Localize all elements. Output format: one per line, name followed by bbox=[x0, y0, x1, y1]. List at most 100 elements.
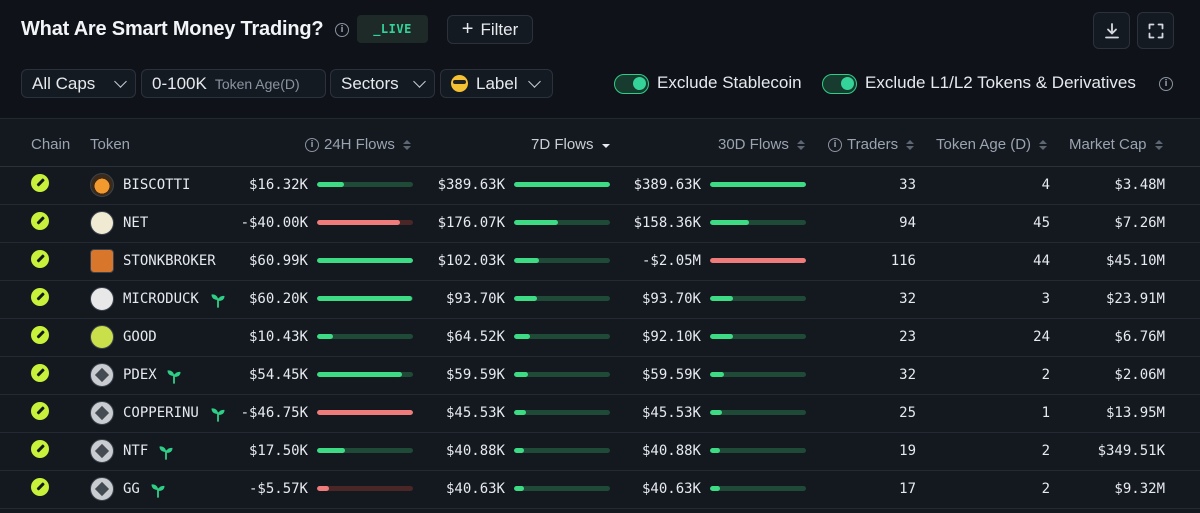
flow-24h-bar-fill bbox=[317, 448, 345, 453]
solana-chain-icon bbox=[31, 174, 49, 192]
token-symbol[interactable]: NET bbox=[123, 215, 149, 231]
info-icon[interactable]: i bbox=[305, 137, 319, 152]
flow-7d-bar bbox=[514, 182, 610, 187]
token-age-value: 3 bbox=[1041, 291, 1050, 307]
token-symbol[interactable]: NTF bbox=[123, 443, 149, 459]
table-row[interactable]: GOOD $10.43K $64.52K $92.10K 23 24 $6.76M bbox=[0, 319, 1200, 357]
generic-token-icon bbox=[90, 401, 114, 425]
col-chain-label: Chain bbox=[31, 136, 71, 153]
token-age-filter[interactable]: 0-100K Token Age(D) bbox=[141, 69, 326, 98]
exclude-stablecoin-label: Exclude Stablecoin bbox=[657, 73, 802, 92]
token-symbol[interactable]: GG bbox=[123, 481, 140, 497]
market-cap-value: $2.06M bbox=[1114, 367, 1165, 383]
token-symbol[interactable]: MICRODUCK bbox=[123, 291, 199, 307]
sort-icon bbox=[796, 139, 805, 150]
info-icon[interactable]: i bbox=[1159, 77, 1173, 91]
exclude-l1l2-label: Exclude L1/L2 Tokens & Derivatives bbox=[865, 73, 1136, 92]
flow-24h-bar-fill bbox=[317, 372, 403, 377]
sort-icon bbox=[1154, 139, 1163, 150]
traders-value: 32 bbox=[899, 291, 916, 307]
flow-30d-value: $40.88K bbox=[641, 443, 701, 459]
flow-7d-bar-fill bbox=[514, 486, 524, 491]
flow-24h-bar bbox=[317, 334, 413, 339]
flow-30d-bar-fill bbox=[710, 372, 725, 377]
biscotti-logo-icon bbox=[90, 173, 114, 197]
label-dropdown[interactable]: Label bbox=[440, 69, 553, 98]
traders-value: 25 bbox=[899, 405, 916, 421]
col-traders-label: Traders bbox=[847, 136, 899, 153]
table-row[interactable]: STONKBROKER $60.99K $102.03K -$2.05M 116 44 $4… bbox=[0, 243, 1200, 281]
info-icon[interactable]: i bbox=[828, 137, 842, 152]
flow-7d-bar-fill bbox=[514, 372, 529, 377]
flow-30d-bar-fill bbox=[710, 448, 720, 453]
table-row[interactable]: COPPERINU -$46.75K $45.53K $45.53K 25 1 $13.95… bbox=[0, 395, 1200, 433]
flow-30d-bar bbox=[710, 220, 806, 225]
flow-24h-value: -$5.57K bbox=[248, 481, 308, 497]
flow-24h-bar-fill bbox=[317, 334, 334, 339]
table-row[interactable]: BISCOTTI $16.32K $389.63K $389.63K 33 4 $3.48M bbox=[0, 167, 1200, 205]
flow-24h-value: -$40.00K bbox=[240, 215, 308, 231]
flow-24h-bar bbox=[317, 448, 413, 453]
token-symbol[interactable]: BISCOTTI bbox=[123, 177, 191, 193]
market-cap-value: $9.32M bbox=[1114, 481, 1165, 497]
panel-header: What Are Smart Money Trading? i _LIVE + … bbox=[0, 0, 1200, 60]
good-logo-icon bbox=[90, 325, 114, 349]
expand-icon bbox=[1148, 23, 1163, 38]
caps-dropdown[interactable]: All Caps bbox=[21, 69, 136, 98]
microduck-logo-icon bbox=[90, 287, 114, 311]
exclude-stablecoin-toggle[interactable] bbox=[614, 74, 649, 94]
sprout-icon bbox=[211, 294, 225, 308]
flow-24h-bar-fill bbox=[317, 410, 413, 415]
sprout-icon bbox=[167, 370, 181, 384]
token-symbol[interactable]: GOOD bbox=[123, 329, 157, 345]
flow-30d-value: -$2.05M bbox=[641, 253, 701, 269]
flow-24h-value: -$46.75K bbox=[240, 405, 308, 421]
download-button[interactable] bbox=[1093, 12, 1130, 49]
solana-chain-icon bbox=[31, 288, 49, 306]
table-row[interactable]: GG -$5.57K $40.63K $40.63K 17 2 $9.32M bbox=[0, 471, 1200, 509]
table-row[interactable]: MICRODUCK $60.20K $93.70K $93.70K 32 3 $23.91M bbox=[0, 281, 1200, 319]
sunglasses-emoji-icon bbox=[451, 75, 468, 92]
flow-7d-bar bbox=[514, 486, 610, 491]
col-30d-label: 30D Flows bbox=[718, 136, 789, 153]
flow-24h-value: $10.43K bbox=[248, 329, 308, 345]
flow-7d-bar bbox=[514, 372, 610, 377]
flow-7d-value: $93.70K bbox=[445, 291, 505, 307]
traders-value: 32 bbox=[899, 367, 916, 383]
sprout-icon bbox=[151, 484, 165, 498]
token-symbol[interactable]: PDEX bbox=[123, 367, 157, 383]
table-row[interactable]: PDEX $54.45K $59.59K $59.59K 32 2 $2.06M bbox=[0, 357, 1200, 395]
exclude-l1l2-toggle[interactable] bbox=[822, 74, 857, 94]
expand-button[interactable] bbox=[1137, 12, 1174, 49]
info-icon[interactable]: i bbox=[335, 23, 349, 37]
token-age-value: 2 bbox=[1041, 367, 1050, 383]
filter-button[interactable]: + Filter bbox=[447, 15, 533, 44]
token-symbol[interactable]: STONKBROKER bbox=[123, 253, 216, 269]
table-row[interactable]: NET -$40.00K $176.07K $158.36K 94 45 $7.26M bbox=[0, 205, 1200, 243]
sectors-dropdown[interactable]: Sectors bbox=[330, 69, 435, 98]
stonkbroker-logo-icon bbox=[90, 249, 114, 273]
flow-24h-bar bbox=[317, 486, 413, 491]
token-age-value: 4 bbox=[1041, 177, 1050, 193]
chevron-down-icon bbox=[527, 74, 541, 88]
generic-token-icon bbox=[90, 477, 114, 501]
flow-30d-value: $93.70K bbox=[641, 291, 701, 307]
col-token-age[interactable]: Token Age (D) bbox=[936, 136, 1048, 153]
table-row[interactable]: NTF $17.50K $40.88K $40.88K 19 2 $349.51K bbox=[0, 433, 1200, 471]
token-symbol[interactable]: COPPERINU bbox=[123, 405, 199, 421]
token-age-value: 24 bbox=[1033, 329, 1050, 345]
col-24h-flows[interactable]: i 24H Flows bbox=[305, 136, 411, 153]
market-cap-value: $6.76M bbox=[1114, 329, 1165, 345]
col-traders[interactable]: i Traders bbox=[828, 136, 915, 153]
col-market-cap[interactable]: Market Cap bbox=[1069, 136, 1163, 153]
flow-24h-bar bbox=[317, 410, 413, 415]
col-30d-flows[interactable]: 30D Flows bbox=[718, 136, 805, 153]
token-age-value: 45 bbox=[1033, 215, 1050, 231]
flow-7d-bar bbox=[514, 334, 610, 339]
plus-icon: + bbox=[461, 17, 474, 40]
col-7d-flows[interactable]: 7D Flows bbox=[531, 136, 610, 153]
flow-7d-value: $40.63K bbox=[445, 481, 505, 497]
flow-7d-bar-fill bbox=[514, 410, 526, 415]
flow-7d-bar bbox=[514, 410, 610, 415]
token-age-value: 1 bbox=[1041, 405, 1050, 421]
